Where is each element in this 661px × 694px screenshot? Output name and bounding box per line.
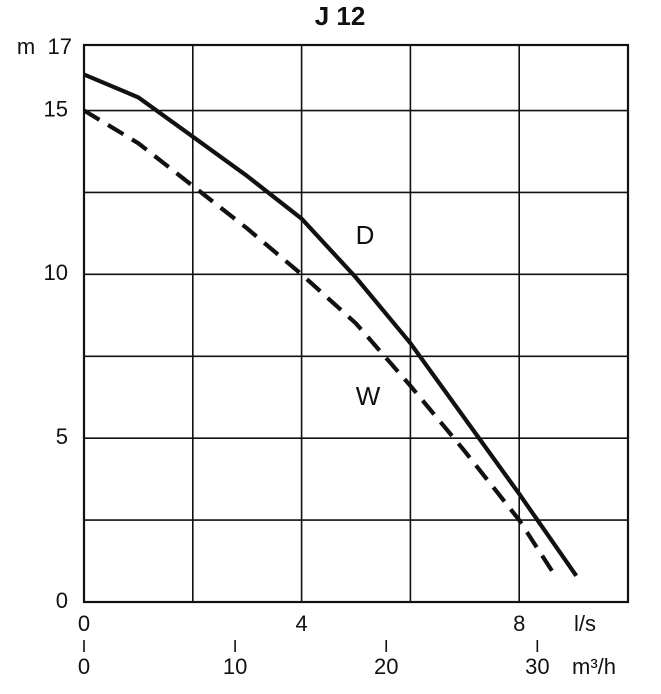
y-axis-label: m (17, 34, 35, 59)
series-label: W (356, 381, 381, 411)
x-tick-label: 0 (78, 611, 90, 636)
y-tick-label: 15 (44, 96, 68, 121)
line-series (83, 72, 579, 578)
y-tick-label: 5 (56, 424, 68, 449)
x-tick-label: 4 (295, 611, 307, 636)
x2-tick-label: 20 (374, 654, 398, 679)
x2-tick-label: 30 (525, 654, 549, 679)
x2-tick-label: 10 (223, 654, 247, 679)
plot-frame (82, 43, 630, 604)
y-tick-label: 17 (48, 34, 72, 59)
x2-tick-label: 0 (78, 654, 90, 679)
x-tick-label: 8 (513, 611, 525, 636)
y-tick-label: 0 (56, 588, 68, 613)
y-tick-label: 10 (44, 260, 68, 285)
x-axis-label: l/s (574, 611, 596, 636)
series-label: D (356, 220, 375, 250)
line-series (82, 108, 560, 581)
chart-title: J 12 (315, 1, 366, 31)
x2-axis-label: m³/h (572, 654, 616, 679)
